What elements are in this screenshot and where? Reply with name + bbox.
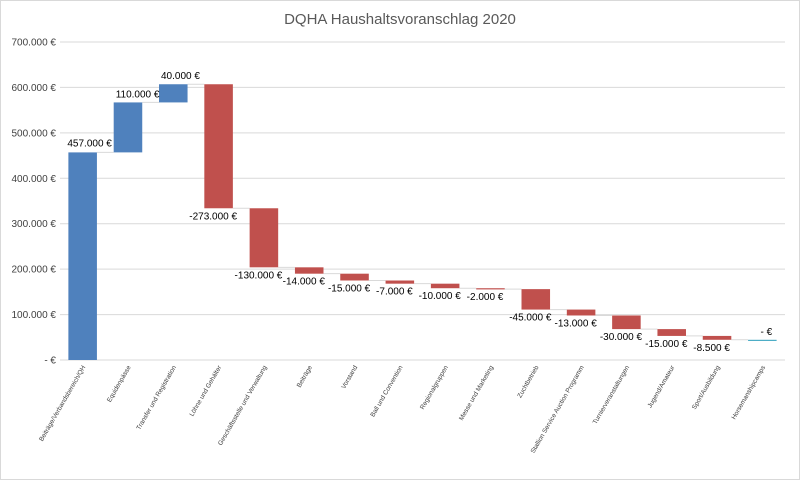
y-tick-label: 200.000 € xyxy=(12,265,57,276)
bar xyxy=(748,339,777,341)
data-labels: 457.000 € 110.000 €40.000 € -273.000 € -130… xyxy=(67,71,772,354)
bar xyxy=(702,335,732,340)
connector-lines xyxy=(96,83,749,341)
bars xyxy=(68,84,777,360)
data-label: -15.000 € xyxy=(645,339,688,350)
data-label: -14.000 € xyxy=(283,277,326,288)
bar xyxy=(430,283,460,289)
data-label: 457.000 € xyxy=(67,138,112,149)
data-label: -130.000 € xyxy=(235,270,283,281)
bar xyxy=(521,289,551,310)
data-label: -15.000 € xyxy=(328,284,371,295)
data-label: -2.000 € xyxy=(467,292,504,303)
y-tick-label: - € xyxy=(44,356,56,367)
bar xyxy=(385,280,415,284)
y-tick-label: 100.000 € xyxy=(12,310,57,321)
data-label: -10.000 € xyxy=(419,291,462,302)
y-tick-label: 300.000 € xyxy=(12,219,57,230)
bar xyxy=(294,267,324,274)
y-tick-label: 600.000 € xyxy=(12,83,57,94)
y-axis-tick-labels: - € 100.000 € 200.000 € 300.000 € 400.000 € 5… xyxy=(12,38,57,367)
data-label: -7.000 € xyxy=(376,287,413,298)
y-tick-label: 700.000 € xyxy=(12,38,57,49)
bar xyxy=(204,84,233,209)
data-label: -13.000 € xyxy=(555,318,598,329)
bar xyxy=(159,84,188,103)
y-tick-label: 400.000 € xyxy=(12,174,57,185)
chart-title: DQHA Haushaltsvoranschlag 2020 xyxy=(284,11,516,28)
data-label: -45.000 € xyxy=(509,313,552,324)
data-label: -273.000 € xyxy=(189,211,237,222)
bar xyxy=(612,315,641,330)
data-label: -8.500 € xyxy=(693,343,730,354)
data-label: 110.000 € xyxy=(116,89,160,100)
y-tick-label: 500.000 € xyxy=(12,128,57,139)
data-label: -30.000 € xyxy=(600,332,643,343)
bar xyxy=(566,309,596,316)
bar xyxy=(68,152,97,360)
bar xyxy=(249,208,279,268)
bar xyxy=(113,102,143,153)
bar xyxy=(340,273,369,281)
bar xyxy=(657,329,686,336)
bar xyxy=(476,288,505,290)
data-label: 40.000 € xyxy=(161,71,200,82)
data-label: - € xyxy=(761,327,773,338)
